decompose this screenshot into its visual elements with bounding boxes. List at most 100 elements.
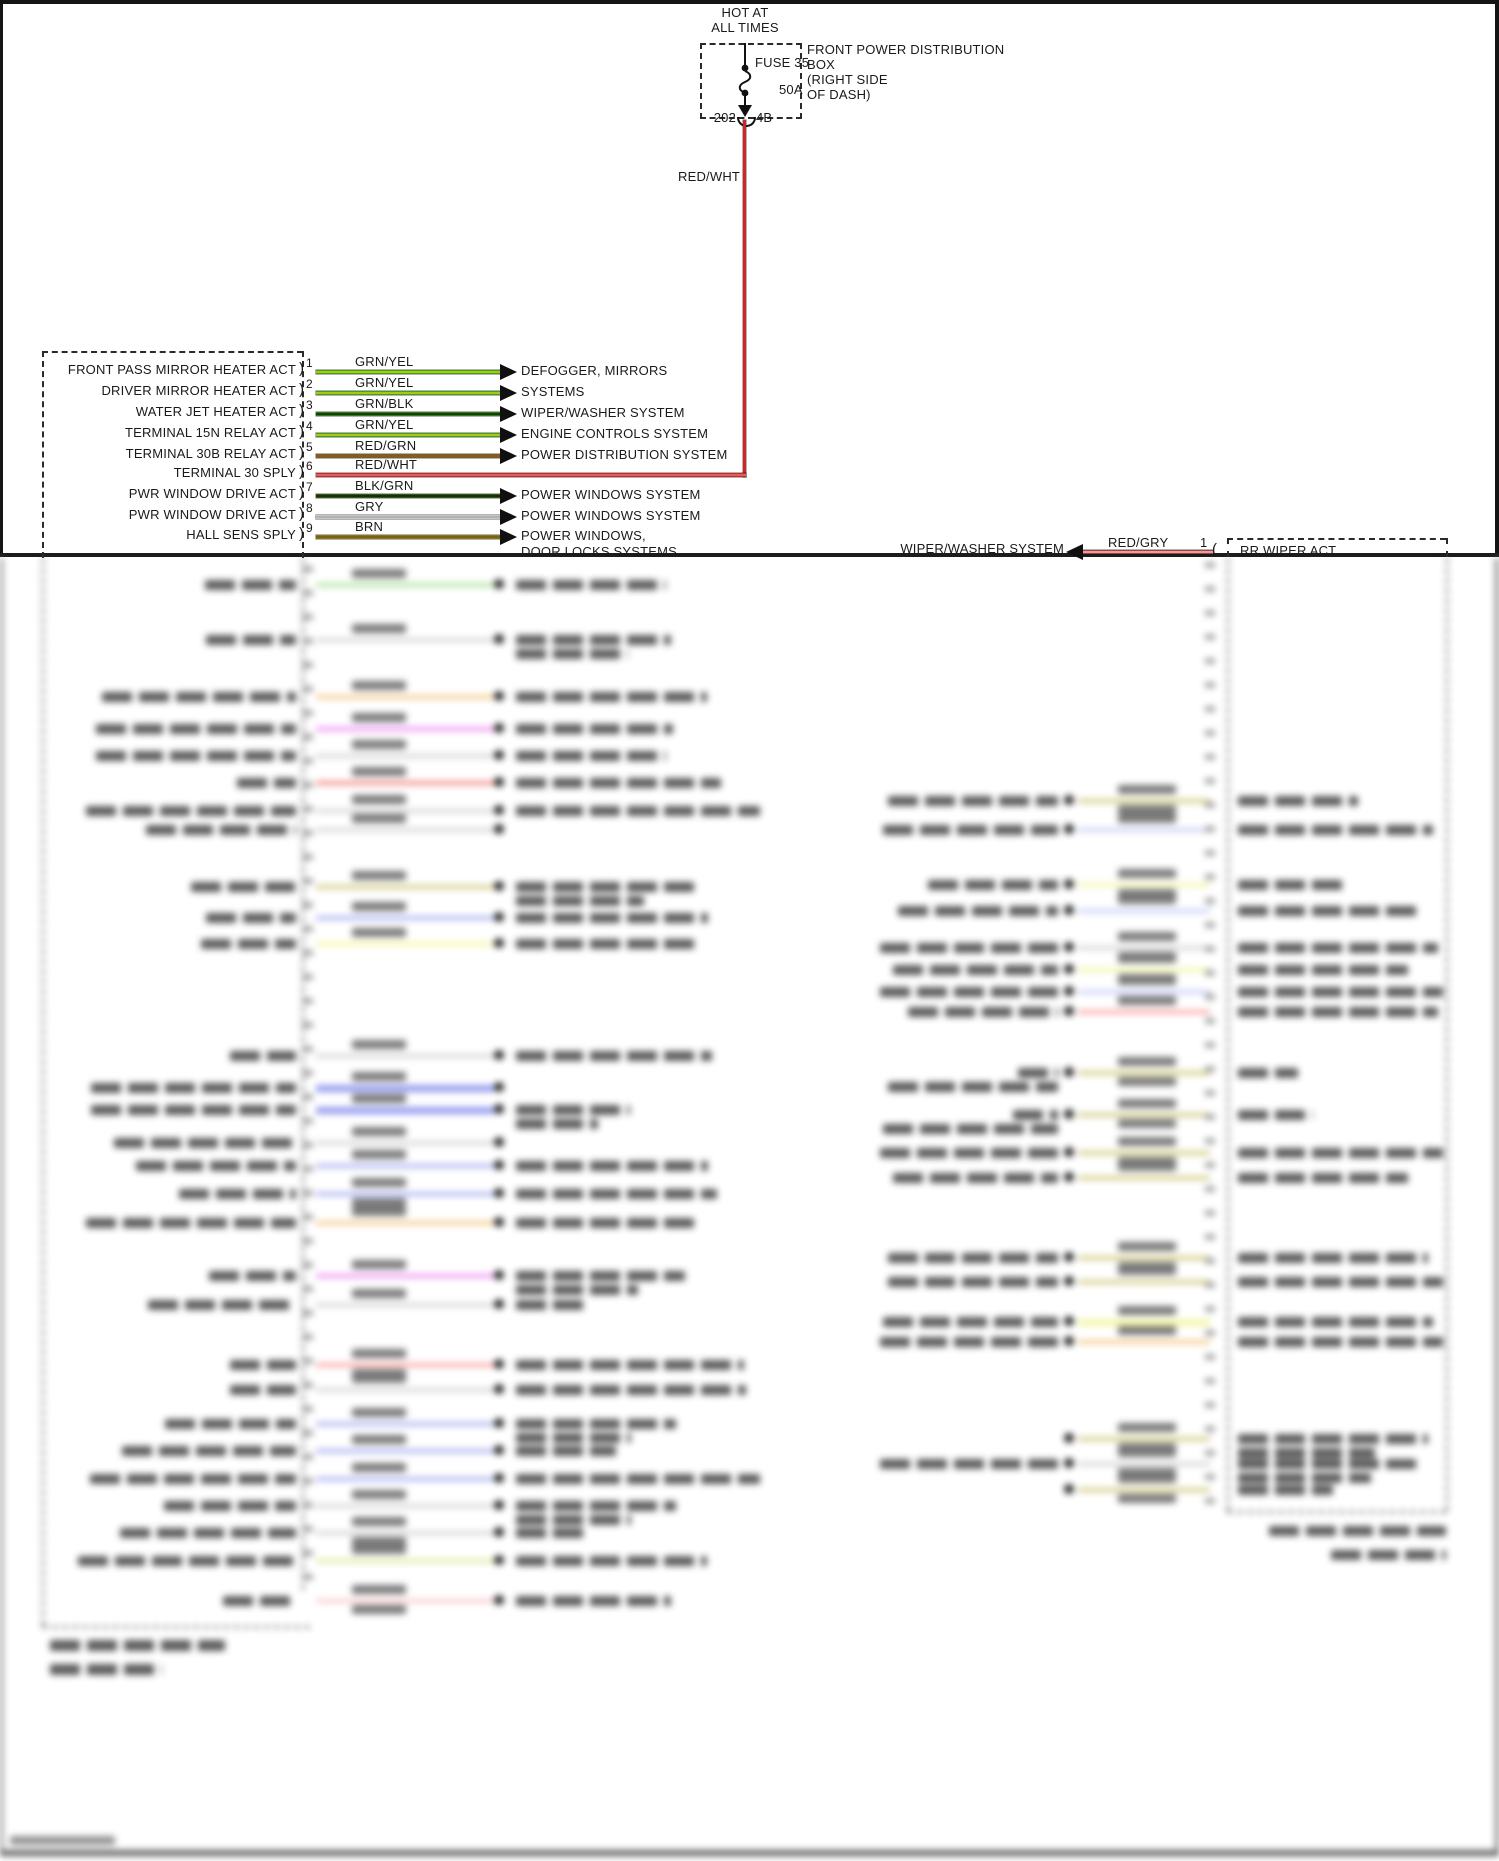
system-label: SYSTEMS: [521, 384, 585, 399]
pin-bracket-icon: ): [299, 360, 305, 377]
right-box-caption-line2-blur: [1331, 1550, 1446, 1560]
pin-number: 2: [306, 377, 313, 391]
right-wire-label: RED/GRY: [1108, 535, 1169, 550]
pin-stub: [1205, 1138, 1215, 1144]
blurred-wire: [316, 1107, 494, 1114]
pin-stub: [1205, 778, 1215, 784]
blurred-wire-color-label: [1118, 1326, 1176, 1335]
blurred-wire: [1078, 1176, 1210, 1180]
blurred-left-label: [209, 1271, 296, 1281]
junction-dot: [1064, 1109, 1074, 1119]
right-box-bottom-blur: [1227, 1511, 1446, 1513]
blurred-wire: [316, 1221, 494, 1225]
blurred-wire-color-label: [1118, 954, 1176, 963]
blurred-system-label: [516, 1446, 616, 1456]
blurred-wire: [316, 1192, 494, 1196]
blurred-device-label: [1238, 987, 1443, 997]
pin-number: 3: [306, 398, 313, 412]
blurred-left-label: [91, 1083, 296, 1093]
blurred-wire: [1078, 990, 1210, 994]
pin-stub: [1205, 1426, 1215, 1432]
blurred-wire-color-label: [352, 1207, 406, 1216]
junction-dot: [1064, 1006, 1074, 1016]
pin-left-label: HALL SENS SPLY: [186, 527, 296, 542]
blurred-wire-color-label2: [352, 1537, 406, 1546]
blurred-left-label: [883, 1317, 1058, 1327]
junction-dot: [494, 1359, 504, 1369]
blurred-wire: [316, 1531, 494, 1535]
blurred-system-label: [516, 778, 721, 788]
pin-stub: [1205, 1330, 1215, 1336]
system-arrow-icon: [500, 385, 517, 401]
pin-stub: [303, 974, 313, 980]
left-box-left-blur: [42, 558, 44, 1626]
pin-bracket-icon: ): [299, 444, 305, 461]
right-box-left-blur: [1227, 558, 1229, 1511]
blurred-system-label: [516, 1385, 746, 1395]
right-system-label: WIPER/WASHER SYSTEM: [900, 541, 1064, 556]
pin-stub: [1205, 1162, 1215, 1168]
blurred-wire: [1078, 1280, 1210, 1284]
blurred-left-label: [206, 635, 296, 645]
blurred-system-label: [516, 1189, 717, 1199]
blurred-wire-color-label2: [1118, 1157, 1176, 1166]
blurred-wire-color-label2: [1118, 1443, 1176, 1452]
blurred-wire-color-label: [1118, 1448, 1176, 1457]
system-label: ENGINE CONTROLS SYSTEM: [521, 426, 709, 441]
blurred-wire: [316, 638, 494, 642]
junction-dot: [494, 1384, 504, 1394]
blurred-left-label: [880, 1459, 1058, 1469]
blurred-wire-color-label: [1118, 1423, 1176, 1432]
blurred-wire-color-label: [1118, 1162, 1176, 1171]
pin-stub: [1205, 1210, 1215, 1216]
blurred-wire: [1078, 1462, 1210, 1466]
pin-stub: [303, 1358, 313, 1364]
blurred-wire-color-label: [352, 1517, 406, 1526]
pin-stub: [303, 1310, 313, 1316]
junction-dot: [494, 1104, 504, 1114]
blurred-wire-color-label: [352, 1408, 406, 1417]
blurred-device-label: [1238, 1110, 1313, 1120]
feed-wire-label: RED/WHT: [678, 169, 741, 184]
pin-stub: [303, 902, 313, 908]
blurred-wire-color-label: [1118, 1242, 1176, 1251]
blurred-wire-color-label: [352, 1150, 406, 1159]
blurred-left-label: [888, 796, 1058, 806]
junction-dot: [1064, 1067, 1074, 1077]
blurred-device-label: [1238, 1317, 1433, 1327]
page-border-top: [0, 0, 1499, 4]
pin-stub: [1205, 634, 1215, 640]
blurred-wire-color-label: [352, 1435, 406, 1444]
pin-stub: [303, 758, 313, 764]
blurred-wire: [316, 1054, 494, 1058]
blurred-device-label: [1238, 1434, 1428, 1444]
pin-stub: [1205, 922, 1215, 928]
junction-dot: [494, 750, 504, 760]
blurred-wire-color-label: [1118, 1266, 1176, 1275]
junction-dot: [1064, 1172, 1074, 1182]
pin-stub: [303, 1166, 313, 1172]
pin-stub: [303, 734, 313, 740]
blurred-wire: [1078, 1319, 1210, 1326]
blurred-wire-color-label: [1118, 1099, 1176, 1108]
pin-stub: [303, 1334, 313, 1340]
blurred-wire: [1078, 1340, 1210, 1344]
blurred-system-label: [516, 724, 673, 734]
blurred-wire: [1078, 1113, 1210, 1117]
blurred-wire-color-label2: [352, 1198, 406, 1207]
blurred-left-label: [90, 1474, 296, 1484]
junction-dot: [494, 938, 504, 948]
junction-dot: [494, 1555, 504, 1565]
system-arrow-icon: [500, 406, 517, 422]
blurred-wire: [316, 1422, 494, 1426]
system-label: POWER WINDOWS SYSTEM: [521, 508, 701, 523]
blurred-system-label-line2: [516, 1433, 631, 1443]
blurred-wire-color-label2: [1118, 805, 1176, 814]
blurred-wire-color-label: [352, 713, 406, 722]
blurred-wire: [316, 1449, 494, 1453]
right-device-label: RR WIPER ACT: [1240, 543, 1337, 558]
junction-dot: [494, 1217, 504, 1227]
pin-stub: [1205, 946, 1215, 952]
pin-stub: [303, 1574, 313, 1580]
pin-bracket-icon: ): [299, 525, 305, 542]
